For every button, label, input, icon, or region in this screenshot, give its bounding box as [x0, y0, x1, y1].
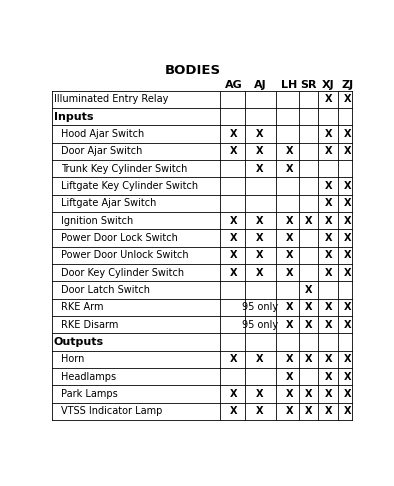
Text: X: X	[344, 389, 351, 399]
Text: X: X	[325, 181, 332, 191]
Text: X: X	[256, 406, 264, 416]
Text: 95 only: 95 only	[242, 302, 278, 312]
Text: X: X	[286, 354, 293, 364]
Text: X: X	[325, 94, 332, 104]
Text: X: X	[256, 129, 264, 139]
Text: X: X	[305, 320, 312, 330]
Text: AG: AG	[225, 80, 243, 90]
Text: X: X	[344, 268, 351, 278]
Text: X: X	[344, 129, 351, 139]
Text: X: X	[256, 268, 264, 278]
Text: X: X	[344, 181, 351, 191]
Text: X: X	[305, 389, 312, 399]
Text: X: X	[286, 164, 293, 174]
Text: Ignition Switch: Ignition Switch	[61, 216, 133, 226]
Text: X: X	[286, 250, 293, 260]
Text: X: X	[325, 320, 332, 330]
Text: X: X	[305, 216, 312, 226]
Text: X: X	[230, 268, 238, 278]
Text: X: X	[230, 406, 238, 416]
Text: X: X	[286, 406, 293, 416]
Text: X: X	[344, 371, 351, 382]
Text: X: X	[256, 164, 264, 174]
Text: X: X	[344, 94, 351, 104]
Text: ZJ: ZJ	[342, 80, 354, 90]
Text: Trunk Key Cylinder Switch: Trunk Key Cylinder Switch	[61, 164, 187, 174]
Text: X: X	[286, 371, 293, 382]
Text: X: X	[305, 285, 312, 295]
Text: Liftgate Key Cylinder Switch: Liftgate Key Cylinder Switch	[61, 181, 198, 191]
Text: X: X	[286, 320, 293, 330]
Text: Power Door Unlock Switch: Power Door Unlock Switch	[61, 250, 188, 260]
Text: Door Ajar Switch: Door Ajar Switch	[61, 146, 142, 156]
Text: X: X	[305, 406, 312, 416]
Text: X: X	[230, 129, 238, 139]
Text: X: X	[325, 146, 332, 156]
Text: X: X	[325, 389, 332, 399]
Text: X: X	[344, 198, 351, 208]
Text: Horn: Horn	[61, 354, 84, 364]
Text: X: X	[230, 146, 238, 156]
Text: Outputs: Outputs	[54, 337, 104, 347]
Text: X: X	[344, 233, 351, 243]
Text: X: X	[325, 233, 332, 243]
Text: X: X	[256, 389, 264, 399]
Text: AJ: AJ	[254, 80, 266, 90]
Text: Liftgate Ajar Switch: Liftgate Ajar Switch	[61, 198, 156, 208]
Text: BODIES: BODIES	[165, 65, 221, 77]
Text: X: X	[344, 320, 351, 330]
Text: X: X	[305, 354, 312, 364]
Text: X: X	[230, 250, 238, 260]
Text: X: X	[230, 389, 238, 399]
Text: Door Key Cylinder Switch: Door Key Cylinder Switch	[61, 268, 184, 278]
Text: X: X	[325, 216, 332, 226]
Text: Door Latch Switch: Door Latch Switch	[61, 285, 150, 295]
Text: LH: LH	[281, 80, 297, 90]
Text: Headlamps: Headlamps	[61, 371, 116, 382]
Text: X: X	[344, 406, 351, 416]
Text: 95 only: 95 only	[242, 320, 278, 330]
Text: VTSS Indicator Lamp: VTSS Indicator Lamp	[61, 406, 162, 416]
Text: X: X	[230, 354, 238, 364]
Text: X: X	[286, 268, 293, 278]
Text: X: X	[344, 216, 351, 226]
Text: Illuminated Entry Relay: Illuminated Entry Relay	[54, 94, 168, 104]
Text: X: X	[256, 354, 264, 364]
Text: SR: SR	[301, 80, 317, 90]
Text: X: X	[230, 233, 238, 243]
Text: X: X	[325, 129, 332, 139]
Text: X: X	[256, 250, 264, 260]
Text: Hood Ajar Switch: Hood Ajar Switch	[61, 129, 144, 139]
Text: Power Door Lock Switch: Power Door Lock Switch	[61, 233, 178, 243]
Text: X: X	[286, 146, 293, 156]
Text: Inputs: Inputs	[54, 112, 93, 122]
Text: X: X	[344, 354, 351, 364]
Text: X: X	[325, 302, 332, 312]
Text: X: X	[286, 233, 293, 243]
Text: X: X	[256, 233, 264, 243]
Text: X: X	[325, 250, 332, 260]
Text: X: X	[256, 146, 264, 156]
Text: X: X	[286, 216, 293, 226]
Text: X: X	[325, 354, 332, 364]
Text: X: X	[344, 302, 351, 312]
Text: X: X	[230, 216, 238, 226]
Text: X: X	[344, 250, 351, 260]
Text: Park Lamps: Park Lamps	[61, 389, 118, 399]
Text: X: X	[286, 389, 293, 399]
Text: X: X	[325, 406, 332, 416]
Text: RKE Disarm: RKE Disarm	[61, 320, 118, 330]
Text: X: X	[256, 216, 264, 226]
Text: X: X	[286, 302, 293, 312]
Text: X: X	[305, 302, 312, 312]
Text: X: X	[325, 268, 332, 278]
Text: RKE Arm: RKE Arm	[61, 302, 103, 312]
Text: X: X	[325, 198, 332, 208]
Text: XJ: XJ	[322, 80, 335, 90]
Text: X: X	[344, 146, 351, 156]
Text: X: X	[325, 371, 332, 382]
